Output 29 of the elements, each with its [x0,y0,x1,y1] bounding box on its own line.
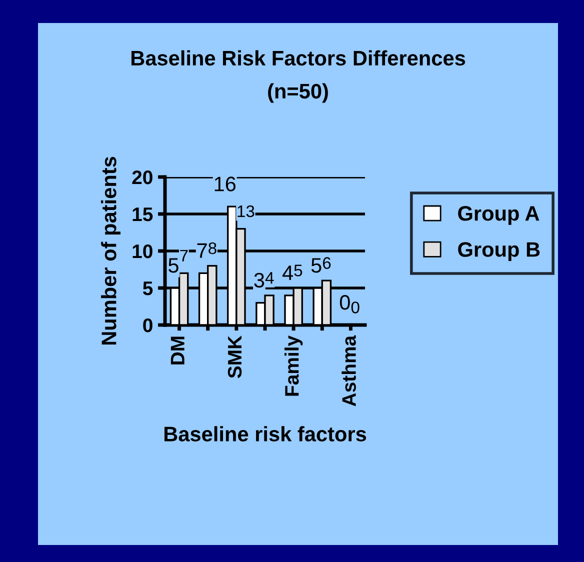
data-label: 8 [208,242,216,254]
x-tick-label: Family [284,336,303,396]
x-axis-title: Baseline risk factors [164,426,366,442]
y-tick-label: 20 [132,170,152,184]
data-label: 6 [322,257,331,269]
y-axis-title: Number of patients [101,156,120,345]
x-tick-label: DM [170,336,184,364]
data-label: 0 [340,295,350,310]
data-label: 3 [254,272,264,288]
y-tick-label: 10 [132,244,152,258]
x-tick-label: SMK [228,336,242,378]
y-tick-label: 0 [143,318,152,332]
chart-subtitle: (n=50) [268,83,328,103]
data-label: 0 [351,302,360,314]
data-label: 5 [294,264,302,276]
data-label: 13 [238,205,254,218]
data-label: 5 [168,258,178,273]
chart-title: Baseline Risk Factors Differences [132,50,466,66]
data-label: 16 [214,176,236,192]
data-label: 7 [197,243,207,258]
y-tick-label: 15 [132,208,153,222]
data-label: 4 [265,272,274,284]
y-tick-label: 5 [142,282,153,296]
legend-label: Group A [458,206,540,225]
data-label: 5 [311,258,322,273]
data-label: 4 [282,266,293,280]
legend-label: Group B [458,242,540,261]
data-label: 7 [180,250,188,262]
x-tick-label: Asthma [342,335,356,406]
